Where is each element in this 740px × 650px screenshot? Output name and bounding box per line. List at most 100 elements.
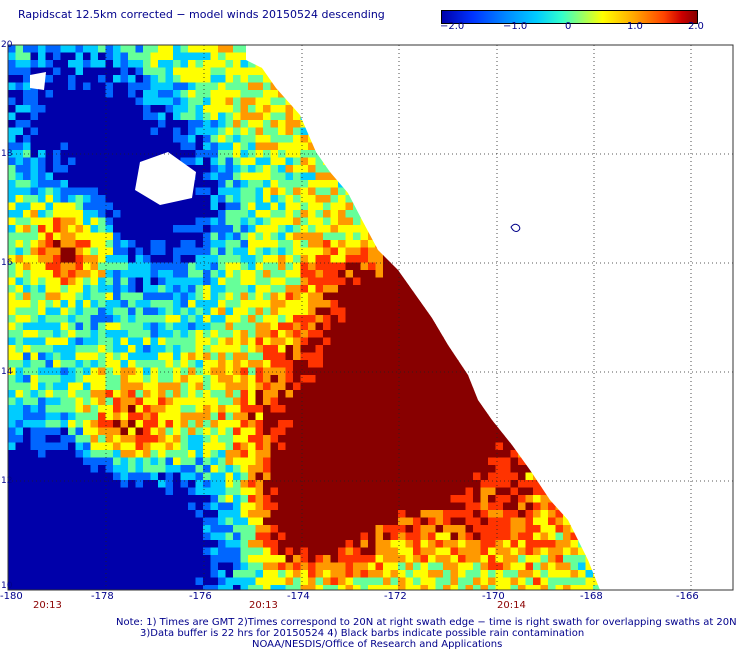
- swath-cell: [518, 450, 526, 458]
- swath-cell: [458, 285, 466, 293]
- swath-cell: [465, 285, 474, 293]
- swath-cell: [8, 510, 16, 518]
- swath-cell: [278, 412, 286, 421]
- swath-cell: [53, 202, 61, 211]
- swath-cell: [368, 142, 376, 151]
- swath-cell: [473, 427, 481, 436]
- swath-cell: [563, 427, 571, 436]
- swath-cell: [75, 225, 84, 233]
- swath-cell: [195, 375, 204, 383]
- swath-cell: [263, 240, 271, 248]
- swath-cell: [210, 495, 219, 503]
- swath-cell: [383, 315, 391, 323]
- swath-cell: [443, 307, 451, 316]
- swath-cell: [300, 367, 309, 376]
- swath-cell: [420, 360, 429, 368]
- swath-cell: [68, 120, 76, 128]
- swath-cell: [90, 360, 99, 368]
- swath-cell: [188, 75, 196, 83]
- swath-cell: [248, 382, 256, 391]
- swath-cell: [23, 165, 31, 173]
- swath-cell: [158, 262, 166, 271]
- swath-cell: [45, 172, 54, 181]
- swath-cell: [75, 150, 84, 158]
- swath-cell: [465, 337, 474, 346]
- swath-cell: [188, 405, 196, 413]
- swath-cell: [420, 105, 429, 113]
- swath-cell: [563, 292, 571, 301]
- swath-cell: [368, 217, 376, 226]
- swath-cell: [180, 285, 189, 293]
- swath-cell: [255, 142, 264, 151]
- swath-cell: [23, 142, 31, 151]
- swath-cell: [278, 217, 286, 226]
- swath-cell: [8, 375, 16, 383]
- swath-cell: [98, 382, 106, 391]
- swath-cell: [225, 345, 234, 353]
- swath-cell: [53, 127, 61, 136]
- swath-cell: [233, 360, 241, 368]
- swath-cell: [68, 210, 76, 218]
- swath-cell: [255, 465, 264, 473]
- swath-cell: [263, 457, 271, 466]
- swath-cell: [233, 255, 241, 263]
- swath-cell: [443, 157, 451, 166]
- swath-cell: [413, 510, 421, 518]
- swath-cell: [345, 232, 354, 241]
- swath-cell: [405, 292, 414, 301]
- swath-cell: [113, 307, 121, 316]
- swath-cell: [293, 510, 301, 518]
- swath-cell: [360, 315, 369, 323]
- swath-cell: [525, 382, 534, 391]
- swath-cell: [533, 360, 541, 368]
- swath-cell: [150, 322, 159, 331]
- swath-cell: [465, 52, 474, 61]
- swath-cell: [285, 405, 294, 413]
- swath-cell: [188, 457, 196, 466]
- swath-cell: [525, 480, 534, 488]
- swath-cell: [428, 390, 436, 398]
- swath-cell: [308, 405, 316, 413]
- swath-cell: [435, 172, 444, 181]
- swath-cell: [420, 217, 429, 226]
- swath-cell: [473, 487, 481, 496]
- swath-cell: [120, 457, 129, 466]
- swath-cell: [188, 315, 196, 323]
- swath-cell: [203, 217, 211, 226]
- swath-cell: [323, 375, 331, 383]
- swath-cell: [510, 67, 519, 76]
- swath-cell: [285, 367, 294, 376]
- swath-cell: [255, 225, 264, 233]
- swath-cell: [270, 360, 279, 368]
- swath-cell: [75, 330, 84, 338]
- swath-cell: [413, 375, 421, 383]
- swath-cell: [285, 240, 294, 248]
- swath-cell: [473, 52, 481, 61]
- swath-cell: [158, 390, 166, 398]
- swath-cell: [480, 217, 489, 226]
- swath-cell: [323, 285, 331, 293]
- swath-cell: [488, 202, 496, 211]
- swath-cell: [300, 142, 309, 151]
- swath-cell: [465, 217, 474, 226]
- swath-cell: [570, 225, 579, 233]
- swath-cell: [188, 232, 196, 241]
- swath-cell: [8, 75, 16, 83]
- swath-cell: [420, 142, 429, 151]
- swath-cell: [203, 420, 211, 428]
- swath-cell: [518, 187, 526, 196]
- swath-cell: [270, 67, 279, 76]
- swath-cell: [338, 172, 346, 181]
- swath-cell: [83, 315, 91, 323]
- swath-cell: [285, 375, 294, 383]
- swath-cell: [128, 502, 136, 511]
- swath-cell: [405, 315, 414, 323]
- swath-cell: [30, 510, 39, 518]
- swath-cell: [218, 390, 226, 398]
- swath-cell: [443, 405, 451, 413]
- swath-cell: [518, 472, 526, 481]
- swath-cell: [285, 442, 294, 451]
- swath-cell: [98, 375, 106, 383]
- swath-cell: [30, 270, 39, 278]
- swath-cell: [435, 435, 444, 443]
